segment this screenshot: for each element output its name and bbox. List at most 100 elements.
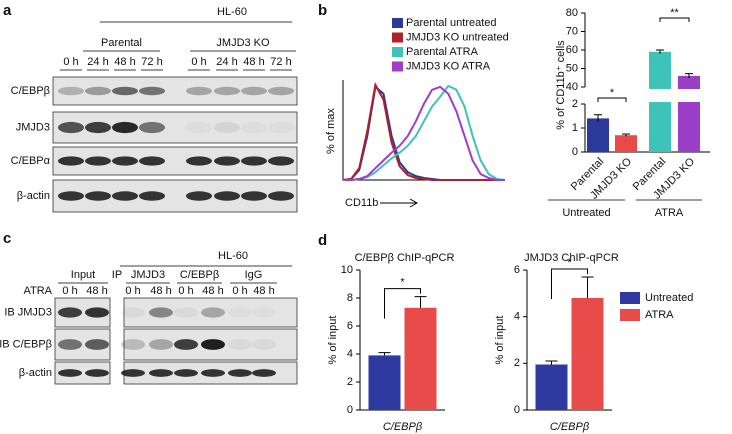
blot-band (214, 156, 240, 166)
histogram-line (343, 84, 506, 181)
y-tick-label: 2 (514, 357, 520, 369)
blot-band (186, 122, 212, 133)
blot-band (112, 86, 138, 96)
bar (535, 364, 568, 410)
significance: * (610, 87, 615, 99)
histogram-line (343, 85, 505, 181)
y-tick-label: 70 (566, 25, 578, 37)
error-bar (545, 360, 558, 365)
histogram-line (342, 81, 505, 181)
blot-band (214, 191, 240, 201)
row-label: C/EBPα (11, 155, 51, 167)
bar (615, 135, 637, 152)
y-tick-label: 0 (572, 146, 578, 158)
y-tick-label: 10 (341, 264, 353, 276)
blot-band (268, 191, 294, 201)
x-arrow (380, 198, 419, 208)
bar (571, 298, 604, 410)
blot-band (228, 369, 252, 377)
chart-title: JMJD3 ChIP-qPCR (524, 252, 619, 264)
y-axis-label: % of input (494, 316, 506, 365)
legend-swatch (620, 292, 640, 304)
error-bar (594, 114, 602, 122)
timepoint: 24 h (87, 56, 108, 68)
blot-band (85, 156, 111, 166)
y-tick-label: 80 (566, 7, 578, 19)
blot-band (58, 339, 82, 350)
blot-band (174, 369, 198, 377)
blot-band (139, 191, 165, 201)
group-label: JMJD3 KO (216, 37, 270, 49)
blot-band (58, 307, 82, 318)
timepoint: 0 h (62, 285, 77, 297)
blot-band (85, 86, 111, 96)
y-tick-label: 60 (566, 44, 578, 56)
blot-box (123, 297, 298, 328)
ip-label: IP (112, 269, 122, 281)
bar (404, 307, 437, 410)
blot-band (174, 339, 198, 350)
legend-label: JMJD3 KO untreated (406, 31, 509, 43)
blot-band (149, 369, 173, 377)
significance-bracket (659, 17, 690, 22)
y-axis-label: % of max (325, 108, 337, 154)
blot-band (201, 339, 225, 350)
timepoint: 48 h (150, 285, 171, 297)
y-tick-label: 8 (347, 292, 353, 304)
blot-band (228, 339, 252, 350)
blot-band (139, 156, 165, 166)
timepoint: 24 h (216, 56, 237, 68)
timepoint: 48 h (114, 56, 135, 68)
y-tick-label: 0 (347, 404, 353, 416)
blot-band (268, 156, 294, 166)
blot-band (252, 369, 276, 377)
blot-band (149, 339, 173, 350)
y-tick-label: 0 (514, 404, 520, 416)
panel-label: a (3, 2, 12, 19)
bar (678, 75, 700, 152)
panel-label: d (318, 232, 327, 249)
error-bar (378, 352, 391, 356)
blot-band (241, 86, 267, 96)
blot-band (58, 86, 84, 96)
blot-band (112, 121, 138, 134)
significance-bracket (384, 288, 421, 319)
column-label: Input (71, 269, 95, 281)
blot-band (139, 121, 165, 134)
timepoint: 72 h (270, 56, 291, 68)
error-bar (622, 133, 630, 137)
legend-swatch (620, 309, 640, 321)
blot-band (174, 307, 198, 318)
treatment-label: ATRA (23, 285, 52, 297)
blot-band (85, 369, 109, 377)
row-label: C/EBPβ (11, 85, 50, 97)
blot-band (214, 86, 240, 96)
blot-band (268, 122, 294, 133)
timepoint: 0 h (191, 56, 206, 68)
legend-label: JMJD3 KO ATRA (406, 60, 491, 72)
blot-band (186, 156, 212, 166)
timepoint: 0 h (63, 56, 78, 68)
legend-swatch (392, 47, 403, 57)
bar (587, 118, 609, 152)
blot-band (241, 156, 267, 166)
row-label: β-actin (19, 367, 52, 379)
legend-label: Untreated (645, 292, 693, 304)
timepoint: 48 h (243, 56, 264, 68)
blot-band (121, 307, 145, 318)
significance: ** (670, 7, 679, 19)
significance: * (400, 277, 405, 289)
timepoint: 72 h (141, 56, 162, 68)
blot-band (252, 339, 276, 350)
group-label: Untreated (562, 207, 610, 219)
blot-band (58, 191, 84, 201)
blot-band (85, 307, 109, 318)
y-axis-label: % of CD11b⁺ cells (555, 40, 567, 130)
y-tick-label: 6 (347, 320, 353, 332)
y-tick-label: 40 (566, 81, 578, 93)
blot-band (186, 191, 212, 201)
blot-band (85, 191, 111, 201)
error-bar (656, 49, 664, 54)
significance: * (567, 257, 572, 269)
blot-band (58, 156, 84, 166)
